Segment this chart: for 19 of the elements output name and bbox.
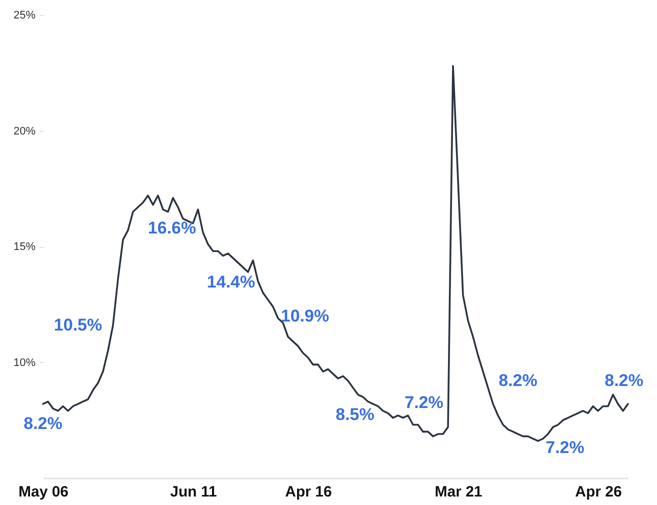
data-label: 8.5% (336, 404, 374, 424)
x-tick-label: Apr 26 (575, 484, 622, 500)
data-label: 8.2% (24, 414, 62, 433)
data-label: 10.9% (280, 306, 330, 326)
data-label: 7.2% (546, 438, 584, 458)
data-label: 14.4% (206, 272, 256, 292)
data-label: 8.2% (498, 370, 538, 390)
x-tick-label: May 06 (18, 484, 69, 500)
y-tick-label: 20% (13, 125, 36, 138)
x-tick-label: Jun 11 (170, 484, 217, 500)
data-label: 7.2% (404, 393, 444, 412)
x-tick-label: Mar 21 (434, 484, 482, 500)
data-label: 8.2% (604, 370, 644, 390)
data-label: 10.5% (54, 316, 102, 335)
y-tick-label: 15% (13, 241, 36, 253)
y-tick-label: 10% (13, 356, 36, 369)
x-tick-label: Apr 16 (285, 484, 332, 500)
y-tick-label: 25% (13, 10, 36, 22)
data-label: 16.6% (148, 218, 196, 238)
